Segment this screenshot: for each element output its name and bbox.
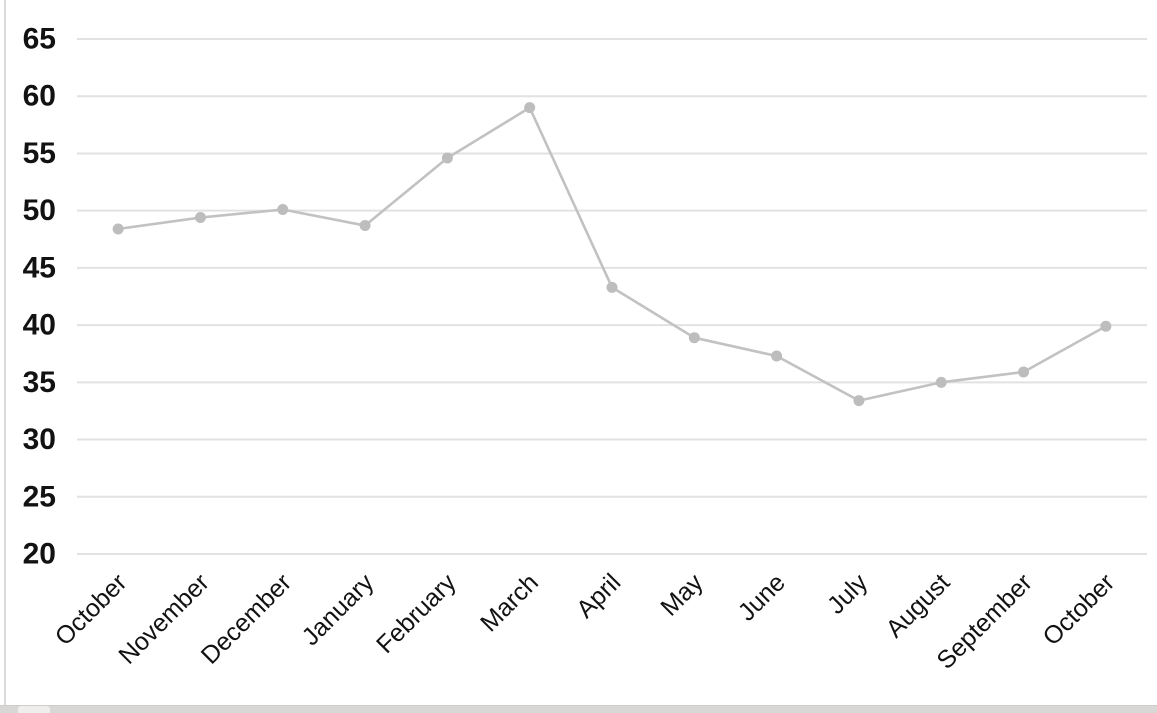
x-axis-label-august-10: August (881, 568, 956, 643)
x-axis-label-october-12: October (1037, 568, 1120, 651)
y-axis-tick-label: 25 (23, 480, 56, 513)
x-axis-label-march-5: March (475, 568, 544, 637)
x-axis-label-january-3: January (297, 568, 380, 651)
y-axis-tick-label: 40 (23, 309, 56, 342)
y-axis-tick-label: 35 (23, 366, 56, 399)
y-axis-tick-label: 30 (23, 423, 56, 456)
data-series-line[interactable] (116, 106, 1108, 402)
data-point-september-11[interactable] (1018, 366, 1030, 378)
data-point-july-9[interactable] (853, 395, 865, 407)
data-point-may-7[interactable] (688, 332, 700, 344)
window-corner-highlight (18, 706, 50, 713)
data-point-december-2[interactable] (277, 204, 289, 216)
data-point-october-0[interactable] (112, 223, 124, 235)
x-axis-label-july-9: July (822, 568, 874, 620)
data-point-october-12[interactable] (1100, 320, 1112, 332)
x-axis-label-december-2: December (196, 568, 297, 669)
y-axis-tick-label: 45 (23, 251, 56, 284)
data-point-june-8[interactable] (771, 350, 783, 362)
x-axis-label-april-6: April (571, 568, 626, 623)
y-axis-tick-label: 20 (23, 538, 56, 571)
data-point-april-6[interactable] (606, 281, 618, 293)
data-point-november-1[interactable] (194, 212, 206, 224)
x-axis-label-may-7: May (655, 568, 709, 622)
x-axis-label-june-8: June (733, 568, 791, 626)
data-point-august-10[interactable] (935, 376, 947, 388)
data-point-january-3[interactable] (359, 220, 371, 232)
y-axis-tick-label: 55 (23, 137, 56, 170)
x-axis-label-october-0: October (50, 568, 133, 651)
window-left-edge (4, 0, 6, 706)
y-axis-tick-label: 60 (23, 80, 56, 113)
y-axis-tick-label: 50 (23, 194, 56, 227)
data-point-march-5[interactable] (524, 102, 536, 114)
data-point-february-4[interactable] (441, 152, 453, 164)
y-axis-tick-label: 65 (23, 23, 56, 56)
window-bottom-edge (0, 705, 1157, 713)
x-axis-label-february-4: February (371, 568, 462, 659)
